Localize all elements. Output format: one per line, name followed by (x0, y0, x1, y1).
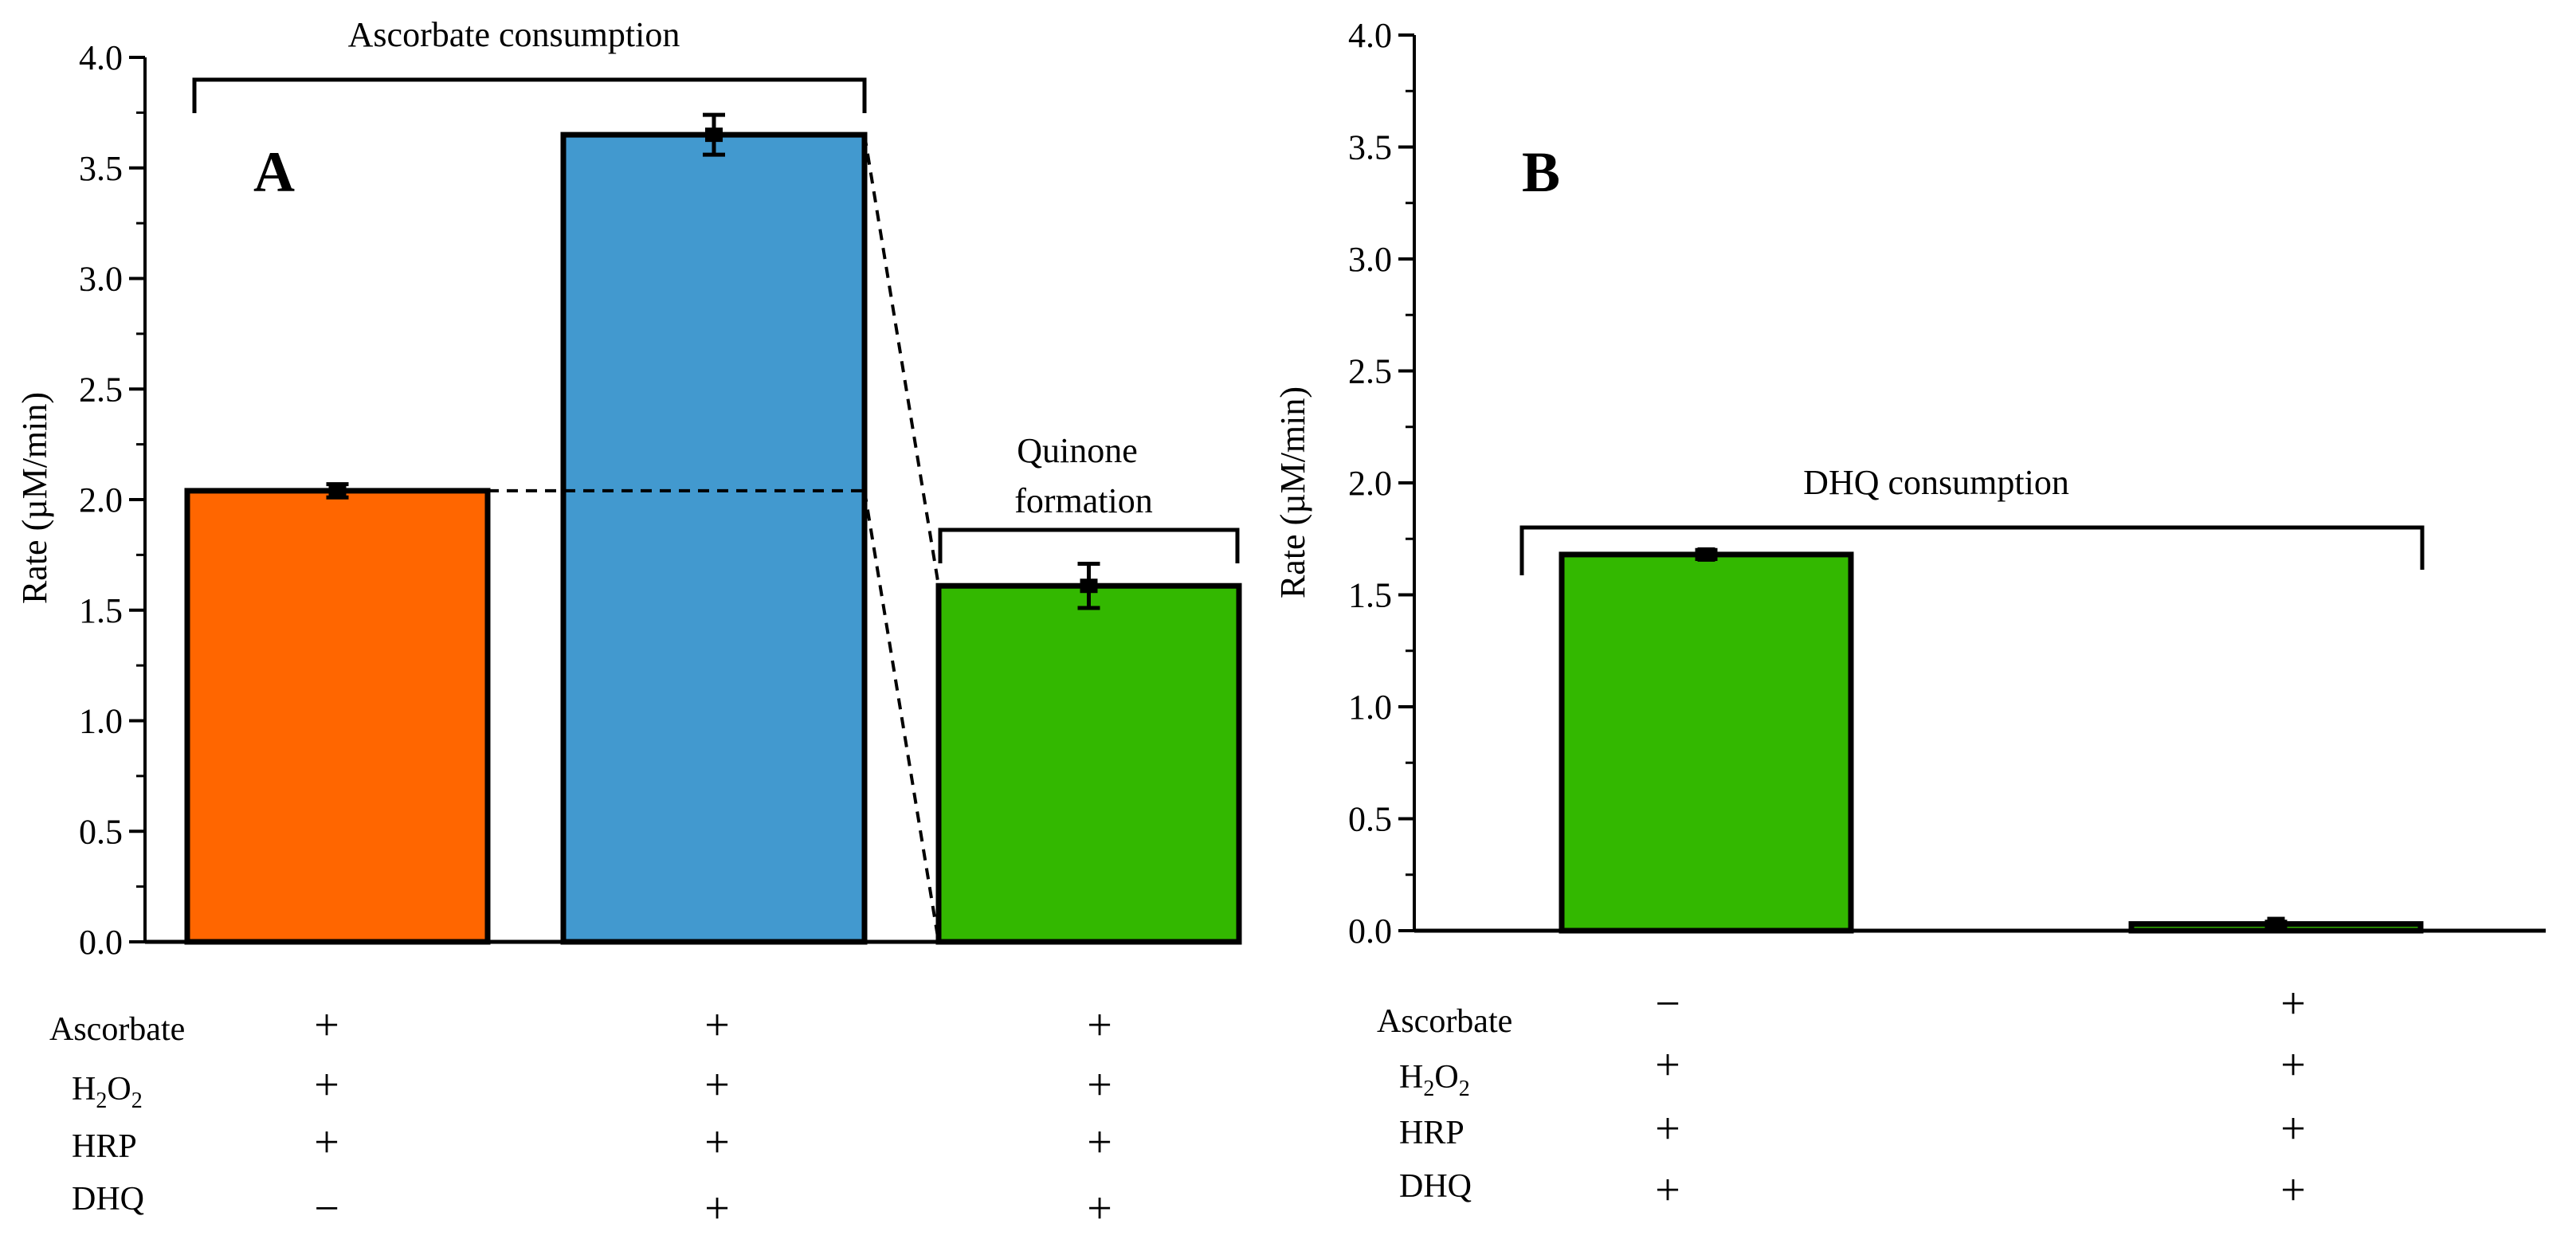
condition-sign: + (2280, 979, 2306, 1029)
condition-label-3: HRP (1399, 1115, 1464, 1151)
condition-sign: + (704, 1001, 730, 1050)
condition-sign: + (314, 1118, 339, 1167)
condition-sign: − (1655, 979, 1680, 1029)
panel-b-label: B (1522, 140, 1560, 204)
dhq-consumption-label: DHQ consumption (1803, 463, 2069, 502)
y-tick-label: 1.0 (79, 702, 123, 741)
condition-label-1: Ascorbate (1377, 1003, 1512, 1040)
error-marker-1 (1697, 547, 1715, 562)
condition-label-4: DHQ (1399, 1168, 1472, 1205)
bar-1 (184, 488, 491, 945)
y-tick-label: 3.5 (79, 149, 123, 188)
dhq-bracket (1519, 525, 2425, 575)
condition-sign: + (1655, 1166, 1680, 1215)
ascorbate-bracket (192, 77, 867, 113)
y-tick-label: 1.5 (1348, 576, 1392, 615)
dashed-guide-upper (863, 134, 940, 586)
condition-label-4: DHQ (72, 1181, 144, 1218)
error-marker-3 (1080, 578, 1098, 594)
panel-a: A Rate (µM/min) Ascorbate consumption Qu… (15, 15, 1242, 1233)
error-marker-2 (2267, 916, 2285, 931)
condition-sign: + (1655, 1104, 1680, 1154)
condition-label-2: H2O2 (72, 1071, 143, 1113)
quinone-label-line1: Quinone (1017, 431, 1138, 470)
y-tick-label: 1.5 (79, 591, 123, 630)
condition-sign: + (1087, 1184, 1112, 1233)
panel-a-y-axis-label: Rate (µM/min) (15, 392, 54, 604)
condition-label-1: Ascorbate (49, 1011, 185, 1048)
condition-sign: + (2280, 1041, 2306, 1090)
y-tick-label: 2.5 (1348, 352, 1392, 391)
y-tick-label: 4.0 (1348, 16, 1392, 55)
quinone-label-line2: formation (1014, 481, 1153, 520)
error-marker-2 (705, 127, 723, 143)
condition-sign: + (704, 1184, 730, 1233)
y-tick-label: 3.0 (1348, 240, 1392, 279)
ascorbate-consumption-label: Ascorbate consumption (348, 15, 680, 54)
condition-sign: + (1087, 1001, 1112, 1050)
condition-sign: + (704, 1061, 730, 1110)
error-marker-1 (328, 483, 347, 498)
y-tick-label: 1.0 (1348, 688, 1392, 727)
condition-label-3: HRP (72, 1128, 137, 1165)
condition-sign: + (314, 1061, 339, 1110)
condition-sign: + (1655, 1041, 1680, 1090)
y-tick-label: 2.0 (79, 480, 123, 520)
dashed-guide-lower (863, 490, 940, 943)
panel-b-y-axis-label: Rate (µM/min) (1273, 386, 1312, 598)
condition-sign: + (2280, 1166, 2306, 1215)
condition-sign: − (314, 1184, 339, 1233)
condition-sign: + (2280, 1104, 2306, 1154)
y-tick-label: 0.0 (1348, 912, 1392, 951)
condition-sign: + (314, 1001, 339, 1050)
bar-3 (935, 582, 1242, 945)
y-tick-label: 3.0 (79, 260, 123, 299)
y-tick-label: 2.0 (1348, 464, 1392, 503)
quinone-bracket (938, 527, 1240, 563)
condition-sign: + (704, 1118, 730, 1167)
panel-b: B Rate (µM/min) DHQ consumption 0.0 0.5 1.… (1273, 16, 2546, 1215)
condition-sign: + (1087, 1118, 1112, 1167)
y-tick-label: 0.5 (1348, 800, 1392, 839)
y-tick-label: 0.0 (79, 923, 123, 962)
condition-sign: + (1087, 1061, 1112, 1110)
y-tick-label: 0.5 (79, 812, 123, 851)
panel-a-label: A (253, 140, 295, 204)
bar-1 (1559, 551, 1854, 934)
y-tick-label: 2.5 (79, 370, 123, 409)
bar-2 (560, 131, 868, 945)
y-tick-label: 3.5 (1348, 128, 1392, 167)
condition-label-2: H2O2 (1399, 1059, 1470, 1101)
y-tick-label: 4.0 (79, 38, 123, 77)
